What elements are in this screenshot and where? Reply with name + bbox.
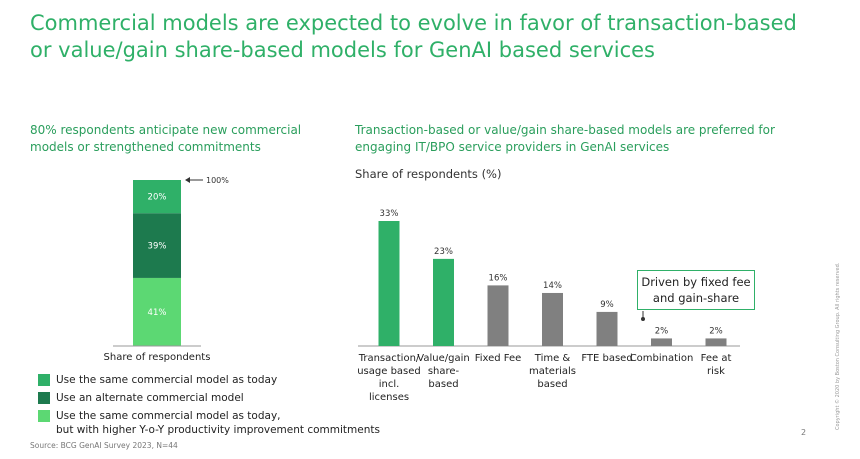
bar-3 (542, 292, 563, 346)
left-subtitle: 80% respondents anticipate new commercia… (30, 123, 302, 154)
bar-category-label-1: Value/gain share-based (417, 353, 469, 390)
bar-value-label-4: 9% (600, 300, 614, 310)
bar-value-label-2: 16% (489, 273, 508, 283)
bar-6 (705, 338, 727, 346)
bar-value-label-1: 23% (434, 247, 453, 257)
legend-label-2: Use the same commercial model as today, … (56, 410, 380, 436)
bar-1 (433, 258, 454, 346)
total-label: 100% (206, 176, 229, 185)
legend-item-1: Use an alternate commercial model (38, 391, 380, 405)
total-arrow-head (185, 177, 190, 183)
stacked-segment-label-2: 20% (148, 193, 167, 203)
bar-category-label-4: FTE based (581, 353, 632, 364)
stacked-bar-legend: Use the same commercial model as today Us… (38, 373, 380, 441)
stacked-segment-label-0: 41% (148, 308, 167, 318)
stacked-segment-label-1: 39% (148, 242, 167, 252)
source-note: Source: BCG GenAI Survey 2023, N=44 (30, 441, 178, 450)
callout-pointer-dot (641, 317, 645, 321)
bar-2 (487, 285, 509, 346)
bar-0 (378, 221, 400, 346)
bar-value-label-3: 14% (543, 281, 562, 291)
stacked-segment-0 (133, 277, 181, 346)
bar-4 (596, 311, 618, 346)
bar-chart-title: Share of respondents (%) (355, 167, 502, 181)
bar-value-label-5: 2% (655, 326, 669, 336)
legend-swatch-2 (38, 410, 50, 422)
right-subtitle: Transaction-based or value/gain share-ba… (355, 123, 775, 154)
legend-item-0: Use the same commercial model as today (38, 373, 380, 387)
copyright-note: Copyright © 2020 by Boston Consulting Gr… (835, 262, 841, 430)
legend-swatch-1 (38, 392, 50, 404)
legend-swatch-0 (38, 374, 50, 386)
stacked-segment-1 (133, 213, 181, 278)
bar-category-label-0: Transaction/usage based incl. licenses (357, 353, 421, 403)
stacked-segment-2 (133, 180, 181, 214)
bar-category-label-6: Fee at risk (701, 353, 732, 377)
callout-box: Driven by fixed fee and gain-share (637, 270, 755, 310)
bar-value-label-0: 33% (380, 209, 399, 219)
bar-category-label-3: Time & materials based (529, 353, 576, 390)
page-number: 2 (801, 428, 807, 437)
bar-5 (651, 338, 672, 346)
slide-title: Commercial models are expected to evolve… (30, 11, 797, 62)
legend-label-1: Use an alternate commercial model (56, 392, 244, 404)
stacked-x-label: Share of respondents (104, 352, 211, 363)
bar-category-label-5: Combination (630, 353, 694, 364)
bar-value-label-6: 2% (709, 326, 723, 336)
legend-item-2: Use the same commercial model as today, … (38, 409, 380, 437)
legend-label-0: Use the same commercial model as today (56, 374, 278, 386)
bar-category-label-2: Fixed Fee (475, 353, 522, 364)
